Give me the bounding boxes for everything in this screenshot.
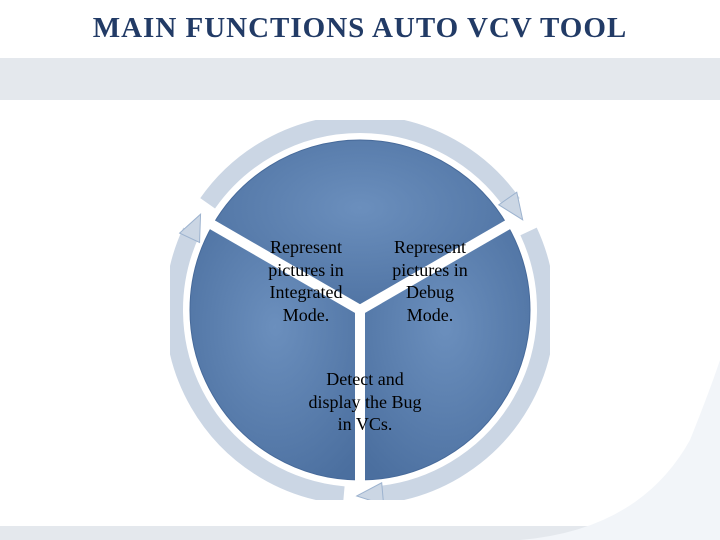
- corner-accent: [520, 360, 720, 540]
- band-bottom: [0, 526, 720, 540]
- cycle-diagram: Represent pictures in Integrated Mode. R…: [170, 120, 550, 500]
- band-top: [0, 58, 720, 100]
- cycle-svg: [170, 120, 550, 500]
- cycle-arrow-head: [357, 483, 384, 500]
- page-title: MAIN FUNCTIONS AUTO VCV TOOL: [0, 12, 720, 45]
- corner-accent-shape: [520, 360, 720, 540]
